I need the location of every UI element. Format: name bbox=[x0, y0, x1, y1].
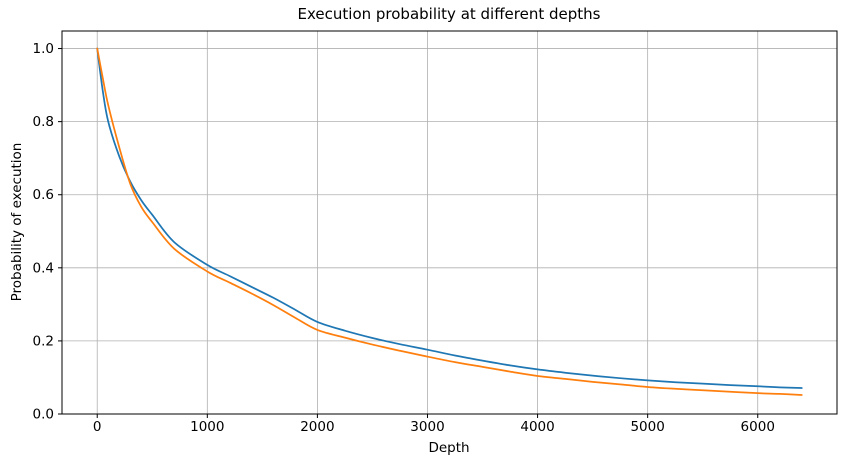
data-series bbox=[96, 47, 803, 396]
y-axis-label: Probability of execution bbox=[9, 143, 25, 302]
x-tick-label: 4000 bbox=[520, 419, 554, 435]
y-tick-label: 0.4 bbox=[33, 260, 54, 276]
y-tick-label: 0.2 bbox=[33, 333, 54, 349]
series-1-blue bbox=[96, 47, 803, 389]
x-tick-label: 2000 bbox=[300, 419, 334, 435]
y-tick-label: 1.0 bbox=[33, 41, 54, 57]
x-tick-label: 5000 bbox=[630, 419, 664, 435]
y-tick-label: 0.0 bbox=[33, 407, 54, 423]
x-tick-label: 3000 bbox=[410, 419, 444, 435]
x-tick-label: 0 bbox=[93, 419, 102, 435]
y-tick-label: 0.6 bbox=[33, 187, 54, 203]
y-tick-label: 0.8 bbox=[33, 114, 54, 130]
x-tick-label: 6000 bbox=[741, 419, 775, 435]
x-axis-label: Depth bbox=[428, 440, 469, 456]
x-axis-ticks: 0 1000 2000 3000 4000 5000 6000 bbox=[93, 414, 775, 435]
x-tick-label: 1000 bbox=[190, 419, 224, 435]
grid-lines bbox=[62, 31, 837, 415]
plot-area-border bbox=[61, 30, 838, 415]
y-axis-ticks: 0.0 0.2 0.4 0.6 0.8 1.0 bbox=[33, 41, 62, 423]
series-2-orange bbox=[96, 47, 803, 396]
chart-title: Execution probability at different depth… bbox=[298, 5, 601, 23]
